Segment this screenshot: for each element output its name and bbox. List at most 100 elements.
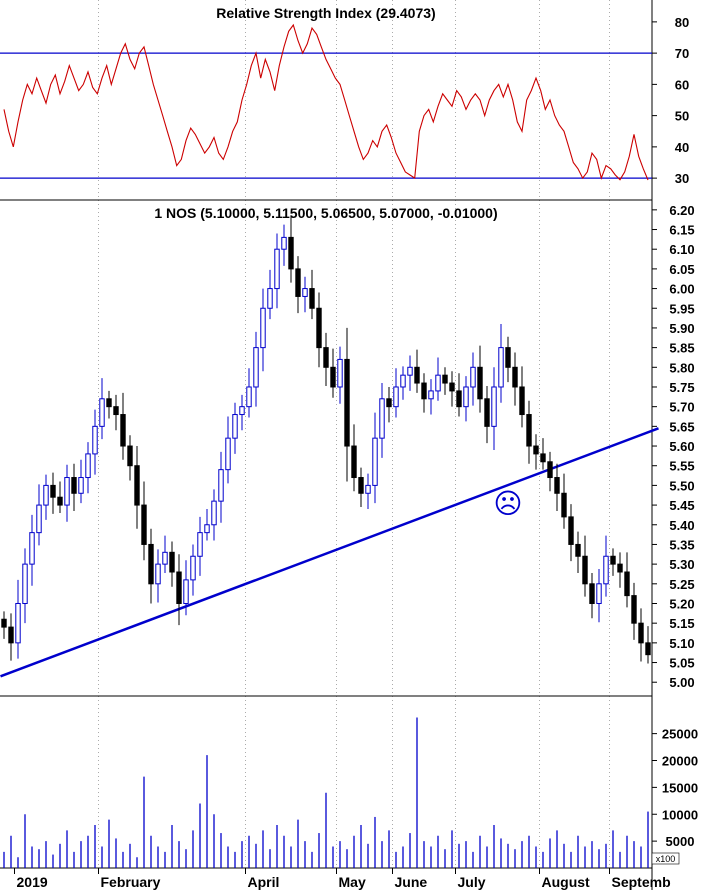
price-tick-label: 5.25 [669,577,694,592]
candle-body [78,477,84,494]
price-candle [162,535,168,573]
price-candle [645,626,651,664]
candle-body [372,437,378,486]
price-candle [288,215,294,283]
volume-tick-label: 5000 [666,834,695,849]
price-candle [204,509,210,541]
candle-body [113,406,119,416]
trendline [0,427,659,678]
candle-body [428,390,434,400]
price-candle [22,548,28,624]
candle-body [379,398,385,439]
price-candle [50,472,56,514]
price-candle [631,582,637,640]
price-candle [449,371,455,407]
price-candle [638,608,644,662]
price-candle [582,535,588,597]
price-candle [540,438,546,470]
price-candle [554,463,560,511]
price-candle [183,560,189,616]
price-candle [477,345,483,413]
candle-body [526,414,532,447]
price-candle [365,473,371,510]
candle-body [575,543,581,557]
candle-body [400,374,406,388]
price-candle [197,516,203,576]
volume-unit-box [651,852,680,865]
price-candle [218,451,224,523]
rsi-y-axis: 30 40 50 60 70 80 [652,15,689,186]
price-candle [64,464,70,522]
price-tick-label: 5.15 [669,616,694,631]
price-tick-label: 5.70 [669,400,694,415]
price-tick-label: 6.05 [669,262,694,277]
price-tick-label: 5.50 [669,478,694,493]
candle-body [442,374,448,384]
price-candle [344,327,350,482]
candle-body [624,571,630,597]
price-series [1,215,651,664]
price-candle [148,528,154,604]
price-candle [414,349,420,393]
candle-body [50,484,56,498]
candle-body [407,366,413,376]
price-tick-label: 5.00 [669,675,694,690]
price-candle [519,366,525,428]
price-candle [127,435,133,481]
candle-body [449,382,455,392]
candle-body [148,543,154,585]
price-candle [337,346,343,404]
price-candle [575,531,581,573]
price-candle [386,386,392,423]
candle-body [631,595,637,624]
rsi-series [3,23,649,181]
price-candle [617,552,623,588]
price-candle [302,276,308,313]
price-candle [491,367,497,450]
candle-body [435,374,441,392]
candle-body [463,386,469,408]
price-tick-label: 5.35 [669,537,694,552]
x-tick-label: July [458,874,486,890]
candle-body [456,390,462,408]
candle-body [295,268,301,297]
candle-body [218,469,224,502]
candle-body [127,445,133,467]
candle-body [477,366,483,400]
volume-tick-label: 20000 [662,754,698,769]
candle-body [386,398,392,408]
price-candle [274,233,280,309]
x-tick-label: 2019 [17,874,48,890]
candle-body [568,516,574,545]
price-candle [589,572,595,619]
rsi-line [3,23,649,181]
price-candle [71,463,77,511]
price-candle [253,331,259,407]
price-candle [498,324,504,403]
candle-body [533,445,539,455]
candle-body [99,398,105,427]
candle-body [498,347,504,388]
candle-body [64,477,70,506]
candle-body [638,622,644,644]
price-candle [358,467,364,508]
candle-body [197,532,203,557]
price-candle [610,548,616,576]
price-tick-label: 6.10 [669,242,694,257]
price-candle [428,379,434,415]
candle-body [554,477,560,494]
candle-body [582,555,588,585]
price-candle [141,481,147,561]
price-candle [134,446,140,529]
price-tick-label: 5.75 [669,380,694,395]
candle-body [617,563,623,573]
price-candle [442,367,448,395]
candle-body [85,453,91,479]
candle-body [596,583,602,604]
price-candle [225,416,231,484]
candle-body [414,366,420,384]
price-candle [36,484,42,546]
volume-grid [98,696,610,868]
price-candle [15,579,21,659]
price-tick-label: 6.00 [669,282,694,297]
